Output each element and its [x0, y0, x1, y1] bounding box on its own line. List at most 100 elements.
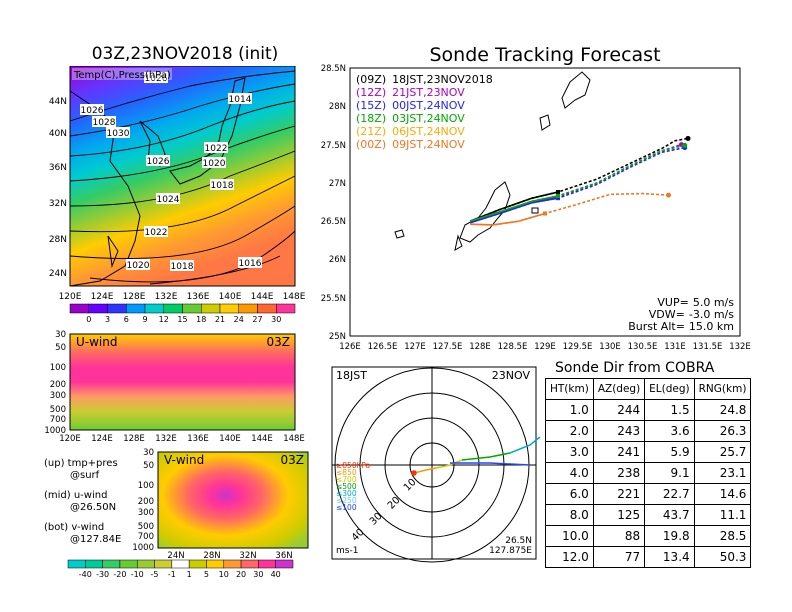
temperature-pressure-map: 1026 1014 1026 1028 1030 1022 1026 1020 … — [49, 66, 306, 324]
svg-text:1026: 1026 — [147, 157, 170, 167]
table-cell: 4.0 — [545, 462, 594, 484]
colorbar-tick: 21 — [215, 315, 225, 324]
table-cell: 28.5 — [693, 525, 752, 547]
u-wind-time: 03Z — [267, 335, 291, 349]
table-row: 6.0 221 22.7 14.6 — [545, 483, 752, 505]
polar-date: 23NOV — [492, 369, 531, 382]
colorbar-tick: 12 — [159, 315, 169, 324]
svg-text:1028: 1028 — [93, 118, 116, 128]
table-cell: 10.0 — [545, 525, 594, 547]
svg-text:144E: 144E — [251, 434, 273, 444]
table-cell: 25.7 — [693, 441, 752, 463]
isobar-label: 1014 — [228, 93, 252, 105]
track-line-ascent — [470, 212, 546, 226]
tracking-lon-label: 129.5E — [563, 342, 593, 352]
svg-text:(18Z)03JST,24NOV: (18Z) 03JST,24NOV — [356, 112, 465, 125]
svg-text:≤250: ≤250 — [336, 496, 357, 505]
track-end-point — [685, 135, 691, 141]
colorbar-cell — [206, 559, 225, 569]
svg-text:VUP=5.0 m/s: VUP= 5.0 m/s — [657, 296, 734, 309]
v-wind-panel: V-wind 03Z 30 50 100 200 300 500 700 100… — [132, 448, 309, 561]
isobar-label: 1028 — [92, 116, 116, 128]
isobar-label: 1020 — [202, 157, 226, 169]
colorbar-tick: 27 — [252, 315, 262, 324]
svg-text:36N: 36N — [49, 163, 67, 173]
svg-text:50: 50 — [143, 461, 154, 471]
track-line-ascent — [470, 197, 559, 224]
colorbar-tick: -5 — [151, 570, 159, 579]
colorbar-tick: 10 — [219, 570, 229, 579]
svg-text:24N: 24N — [49, 269, 67, 279]
tracking-lon-label: 127E — [404, 342, 426, 352]
svg-text:1000: 1000 — [44, 426, 66, 436]
svg-text:700: 700 — [50, 415, 66, 425]
svg-text:124E: 124E — [91, 292, 114, 302]
u-wind-y-labels: 30 50 100 200 300 500 700 1000 — [44, 330, 66, 436]
table-row: 1.0 244 1.5 24.8 — [545, 399, 752, 421]
table-cell: 23.1 — [693, 462, 752, 484]
colorbar-cell — [69, 303, 89, 314]
svg-text:136E: 136E — [187, 292, 210, 302]
polar-lon: 127.875E — [489, 546, 532, 556]
note-up: (up) tmp+pres @surf — [44, 458, 118, 481]
isobar-label: 1016 — [238, 257, 262, 269]
table-cell: 238 — [592, 462, 646, 484]
svg-text:30: 30 — [55, 330, 66, 340]
u-wind-x-labels: 120E 124E 128E 132E 136E 140E 144E 148E — [59, 434, 305, 444]
svg-text:VDW=-3.0 m/s: VDW= -3.0 m/s — [649, 308, 734, 321]
isobar-label: 1018 — [210, 179, 234, 191]
colorbar-tick: 3 — [105, 315, 110, 324]
map-field — [69, 66, 296, 287]
table-header-row: HT(km) AZ(deg) EL(deg) RNG(km) — [545, 378, 752, 400]
svg-text:36N: 36N — [275, 551, 292, 561]
svg-text:120E: 120E — [59, 292, 82, 302]
table-cell: 3.0 — [545, 441, 594, 463]
tracking-lon-label: 127.5E — [433, 342, 463, 352]
colorbar-tick: 24 — [234, 315, 244, 324]
isobar-label: 1026 — [80, 104, 104, 116]
track-end-point — [666, 192, 671, 198]
svg-text:136E: 136E — [187, 434, 209, 444]
colorbar-tick: 40 — [271, 570, 281, 579]
colorbar-cell — [119, 559, 138, 569]
temperature-colorbar — [69, 303, 296, 314]
sonde-dir-title: Sonde Dir from COBRA — [555, 360, 715, 376]
svg-text:26.5N: 26.5N — [321, 217, 346, 227]
track-burst-point — [543, 211, 547, 216]
colorbar-tick: 18 — [196, 315, 206, 324]
table-cell: 50.3 — [693, 546, 752, 568]
tracking-lon-label: 130E — [599, 342, 621, 352]
track-end-point — [682, 142, 688, 148]
table-cell: 43.7 — [644, 504, 695, 526]
table-cell: 9.1 — [644, 462, 695, 484]
tracking-legend: (09Z) 18JST,23NOV2018 (12Z) 21JST,23NOV (1… — [356, 73, 493, 151]
tracking-lon-label: 128.5E — [498, 342, 528, 352]
polar-time: 18JST — [336, 369, 367, 382]
colorbar-tick: -30 — [96, 570, 109, 579]
svg-text:200: 200 — [50, 380, 66, 390]
colorbar-tick: 9 — [142, 315, 147, 324]
table-row: 12.0 77 13.4 50.3 — [545, 546, 752, 568]
svg-text:27N: 27N — [329, 179, 346, 189]
svg-text:≤500: ≤500 — [336, 482, 357, 491]
svg-text:27.5N: 27.5N — [321, 141, 346, 151]
tracking-lon-label: 130.5E — [628, 342, 658, 352]
colorbar-cell — [126, 303, 146, 314]
colorbar-tick: -1 — [168, 570, 176, 579]
colorbar-cell — [257, 303, 277, 314]
svg-text:700: 700 — [138, 532, 154, 542]
colorbar-tick: 30 — [271, 315, 281, 324]
svg-text:100: 100 — [50, 363, 66, 373]
tracking-lon-labels: 126E 126.5E 127E 127.5E 128E 128.5E 129E 129.5E… — [339, 342, 751, 352]
svg-text:25N: 25N — [329, 332, 346, 342]
note-mid: (mid) u-wind @26.50N — [44, 490, 117, 513]
svg-text:≥850hPa: ≥850hPa — [336, 461, 370, 470]
col-ht: HT(km) — [545, 378, 594, 400]
svg-text:500: 500 — [50, 405, 66, 415]
svg-text:44N: 44N — [49, 97, 67, 107]
u-wind-panel: U-wind 03Z 30 50 100 200 300 500 700 100… — [44, 330, 305, 444]
colorbar-tick: -10 — [131, 570, 144, 579]
table-cell: 13.4 — [644, 546, 695, 568]
col-az: AZ(deg) — [592, 378, 646, 400]
colorbar-cell — [144, 303, 164, 314]
